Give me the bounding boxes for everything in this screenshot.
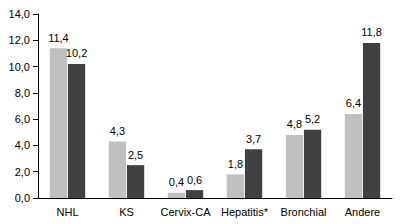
svg-text:10,0: 10,0 xyxy=(9,61,30,73)
svg-text:10,2: 10,2 xyxy=(66,47,87,59)
svg-text:KS: KS xyxy=(119,206,134,218)
svg-text:Hepatitis*: Hepatitis* xyxy=(221,206,269,218)
svg-text:2,5: 2,5 xyxy=(128,149,143,161)
svg-text:11,4: 11,4 xyxy=(48,32,69,44)
svg-text:12,0: 12,0 xyxy=(9,34,30,46)
svg-text:5,2: 5,2 xyxy=(305,113,320,125)
svg-text:0,0: 0,0 xyxy=(15,192,30,204)
svg-text:4,0: 4,0 xyxy=(15,139,30,151)
svg-text:Andere: Andere xyxy=(345,206,380,218)
svg-text:Bronchial: Bronchial xyxy=(281,206,327,218)
svg-text:0,4: 0,4 xyxy=(169,176,184,188)
svg-text:2,0: 2,0 xyxy=(15,166,30,178)
svg-text:11,8: 11,8 xyxy=(361,26,382,38)
svg-text:Cervix-CA: Cervix-CA xyxy=(160,206,211,218)
svg-text:1,8: 1,8 xyxy=(228,158,243,170)
svg-text:4,8: 4,8 xyxy=(287,118,302,130)
svg-text:14,0: 14,0 xyxy=(9,8,30,20)
svg-text:8,0: 8,0 xyxy=(15,87,30,99)
svg-text:4,3: 4,3 xyxy=(110,125,125,137)
svg-text:6,0: 6,0 xyxy=(15,113,30,125)
svg-text:0,6: 0,6 xyxy=(187,174,202,186)
svg-text:3,7: 3,7 xyxy=(246,133,261,145)
svg-text:6,4: 6,4 xyxy=(346,97,361,109)
svg-text:NHL: NHL xyxy=(56,206,78,218)
